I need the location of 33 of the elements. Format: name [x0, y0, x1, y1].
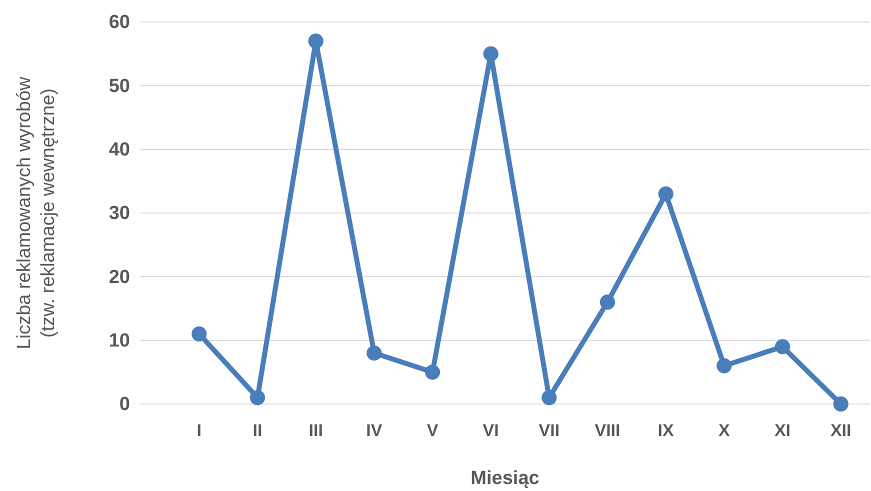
x-tick-label: V [426, 421, 439, 440]
y-tick-label: 40 [108, 139, 130, 160]
point [250, 390, 266, 406]
point [658, 186, 674, 202]
point [716, 358, 732, 374]
y-tick-label: 10 [108, 330, 130, 352]
point [774, 339, 790, 354]
x-tick-label: III [308, 421, 323, 440]
point [424, 364, 440, 380]
x-tick-label: IV [366, 421, 383, 440]
point [192, 326, 207, 342]
point [308, 34, 324, 49]
point [600, 294, 616, 310]
x-tick-label: VII [538, 421, 560, 440]
y-tick-label: 60 [108, 12, 130, 34]
point [366, 346, 382, 361]
x-tick-label: I [196, 421, 202, 440]
x-tick-label: VIII [594, 421, 620, 440]
x-tick-label: X [718, 421, 730, 440]
x-axis-title: Miesiąc [470, 468, 540, 489]
x-tick-label: VI [482, 421, 499, 440]
y-axis-title: Liczba reklamowanych wyrobów (tzw. reklamacje wewnętrzne) [14, 76, 59, 350]
x-tick-label: IX [658, 421, 675, 440]
x-tick-label: XI [774, 421, 791, 440]
y-tick-label: 0 [119, 394, 130, 416]
x-tick-label: XII [830, 421, 852, 440]
point [483, 46, 498, 62]
y-tick-label: 20 [108, 266, 130, 288]
y-tick-label: 30 [108, 203, 130, 224]
y-tick-label: 50 [108, 76, 130, 97]
point [833, 396, 848, 412]
x-tick-label: II [252, 421, 262, 440]
point [542, 390, 557, 406]
